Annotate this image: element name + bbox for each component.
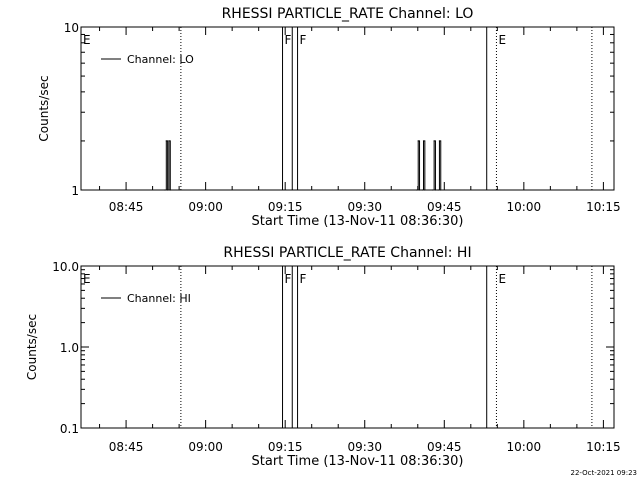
y-tick-label: 10 <box>64 21 79 35</box>
data-point <box>418 189 421 191</box>
x-tick-label: 10:15 <box>586 440 621 454</box>
data-point <box>416 189 418 191</box>
data-point <box>440 189 442 191</box>
x-tick-label: 09:15 <box>268 440 303 454</box>
x-tick-label: 09:30 <box>347 440 382 454</box>
data-point <box>169 189 171 191</box>
plot-frame <box>80 265 615 429</box>
legend-label: Channel: HI <box>127 292 191 305</box>
y-axis-label: Counts/sec <box>25 314 39 380</box>
x-tick-label: 09:30 <box>347 200 382 214</box>
x-axis-label: Start Time (13-Nov-11 08:36:30) <box>252 214 464 229</box>
x-tick-label: 10:15 <box>586 200 621 214</box>
panel-lo: RHESSI PARTICLE_RATE Channel: LO 08:45 09:… <box>37 6 621 229</box>
data-point <box>433 140 435 142</box>
y-tick-label: 10.0 <box>52 260 79 274</box>
event-marker-label: E <box>498 33 506 47</box>
x-tick-label: 08:45 <box>109 440 144 454</box>
x-tick-label: 09:00 <box>188 200 223 214</box>
data-point <box>165 140 167 142</box>
footer-timestamp: 22-Oct-2021 09:23 <box>571 469 637 477</box>
y-tick-label: 0.1 <box>60 422 79 436</box>
x-tick-label: 09:45 <box>427 440 462 454</box>
chart-title: RHESSI PARTICLE_RATE Channel: HI <box>223 245 471 261</box>
event-marker-label: F <box>300 33 307 47</box>
y-tick-label: 1 <box>71 184 79 198</box>
data-point <box>168 140 170 142</box>
x-tick-label: 08:45 <box>109 200 144 214</box>
data-point <box>167 189 169 191</box>
event-marker-label: F <box>285 272 292 286</box>
y-tick-label: 1.0 <box>60 341 79 355</box>
x-tick-label: 10:00 <box>507 440 542 454</box>
event-marker-label: E <box>83 272 91 286</box>
series-line <box>164 140 442 191</box>
data-point <box>164 189 166 191</box>
data-point <box>432 189 434 191</box>
chart-title: RHESSI PARTICLE_RATE Channel: LO <box>222 6 474 22</box>
x-tick-label: 09:45 <box>427 200 462 214</box>
x-tick-label: 09:00 <box>188 440 223 454</box>
event-marker-label: E <box>83 33 91 47</box>
y-axis-label: Counts/sec <box>37 75 51 141</box>
data-point <box>424 189 426 191</box>
legend-label: Channel: LO <box>127 53 194 66</box>
data-point <box>434 189 437 191</box>
data-point <box>417 140 419 142</box>
panel-hi: RHESSI PARTICLE_RATE Channel: HI 08:45 09:… <box>25 245 621 469</box>
data-point <box>438 140 441 142</box>
x-tick-label: 09:15 <box>268 200 303 214</box>
x-tick-label: 10:00 <box>507 200 542 214</box>
x-axis-label: Start Time (13-Nov-11 08:36:30) <box>252 454 464 469</box>
data-point <box>437 189 439 191</box>
event-marker-label: F <box>300 272 307 286</box>
plot-frame <box>80 26 615 191</box>
data-point <box>422 140 425 142</box>
event-marker-label: E <box>498 272 506 286</box>
data-point <box>421 189 423 191</box>
event-marker-label: F <box>285 33 292 47</box>
